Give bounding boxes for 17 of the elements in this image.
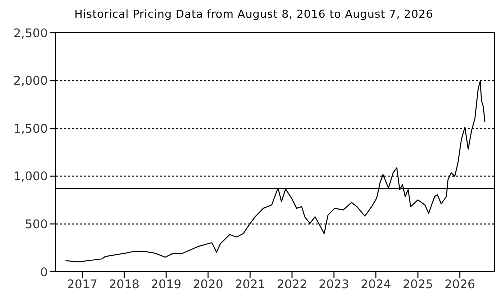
x-tick-label: 2022: [276, 278, 308, 292]
y-tick-label: 0: [40, 265, 48, 280]
x-tick-label: 2021: [235, 278, 266, 292]
x-tick-label: 2020: [193, 278, 224, 292]
y-tick-label: 1,500: [14, 122, 48, 136]
y-tick-label: 2,000: [14, 74, 48, 88]
x-tick-label: 2026: [444, 278, 476, 292]
x-tick-label: 2025: [402, 278, 434, 292]
x-tick-label: 2023: [318, 278, 350, 292]
y-tick-label: 1,000: [14, 170, 48, 184]
y-tick-label: 500: [25, 217, 48, 232]
x-tick-label: 2019: [151, 278, 182, 292]
x-tick-label: 2017: [67, 278, 98, 292]
x-tick-label: 2018: [109, 278, 140, 292]
chart-title: Historical Pricing Data from August 8, 2016 to August 7, 2026: [74, 8, 434, 23]
x-tick-label: 2024: [360, 278, 392, 292]
y-tick-label: 2,500: [14, 26, 48, 40]
